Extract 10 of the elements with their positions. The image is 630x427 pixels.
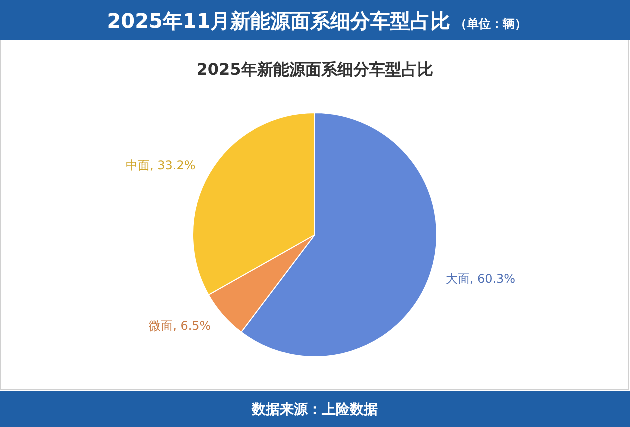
data-label: , 60.3% [470, 272, 516, 286]
slice-label: 中面 [126, 158, 150, 172]
source-note: 数据来源：上险数据 [251, 402, 378, 418]
text: （单位：辆） [454, 17, 527, 31]
slice-label: 大面 [446, 272, 470, 286]
slice-label: 微面 [149, 318, 174, 333]
data-label: , 33.2% [150, 158, 196, 172]
chart-subtitle: 2025年新能源面系细分车型占比 [196, 60, 434, 79]
data-label: , 6.5% [173, 318, 212, 333]
chart-title: 2025年11月新能源面系细分车型占比 [107, 9, 451, 33]
